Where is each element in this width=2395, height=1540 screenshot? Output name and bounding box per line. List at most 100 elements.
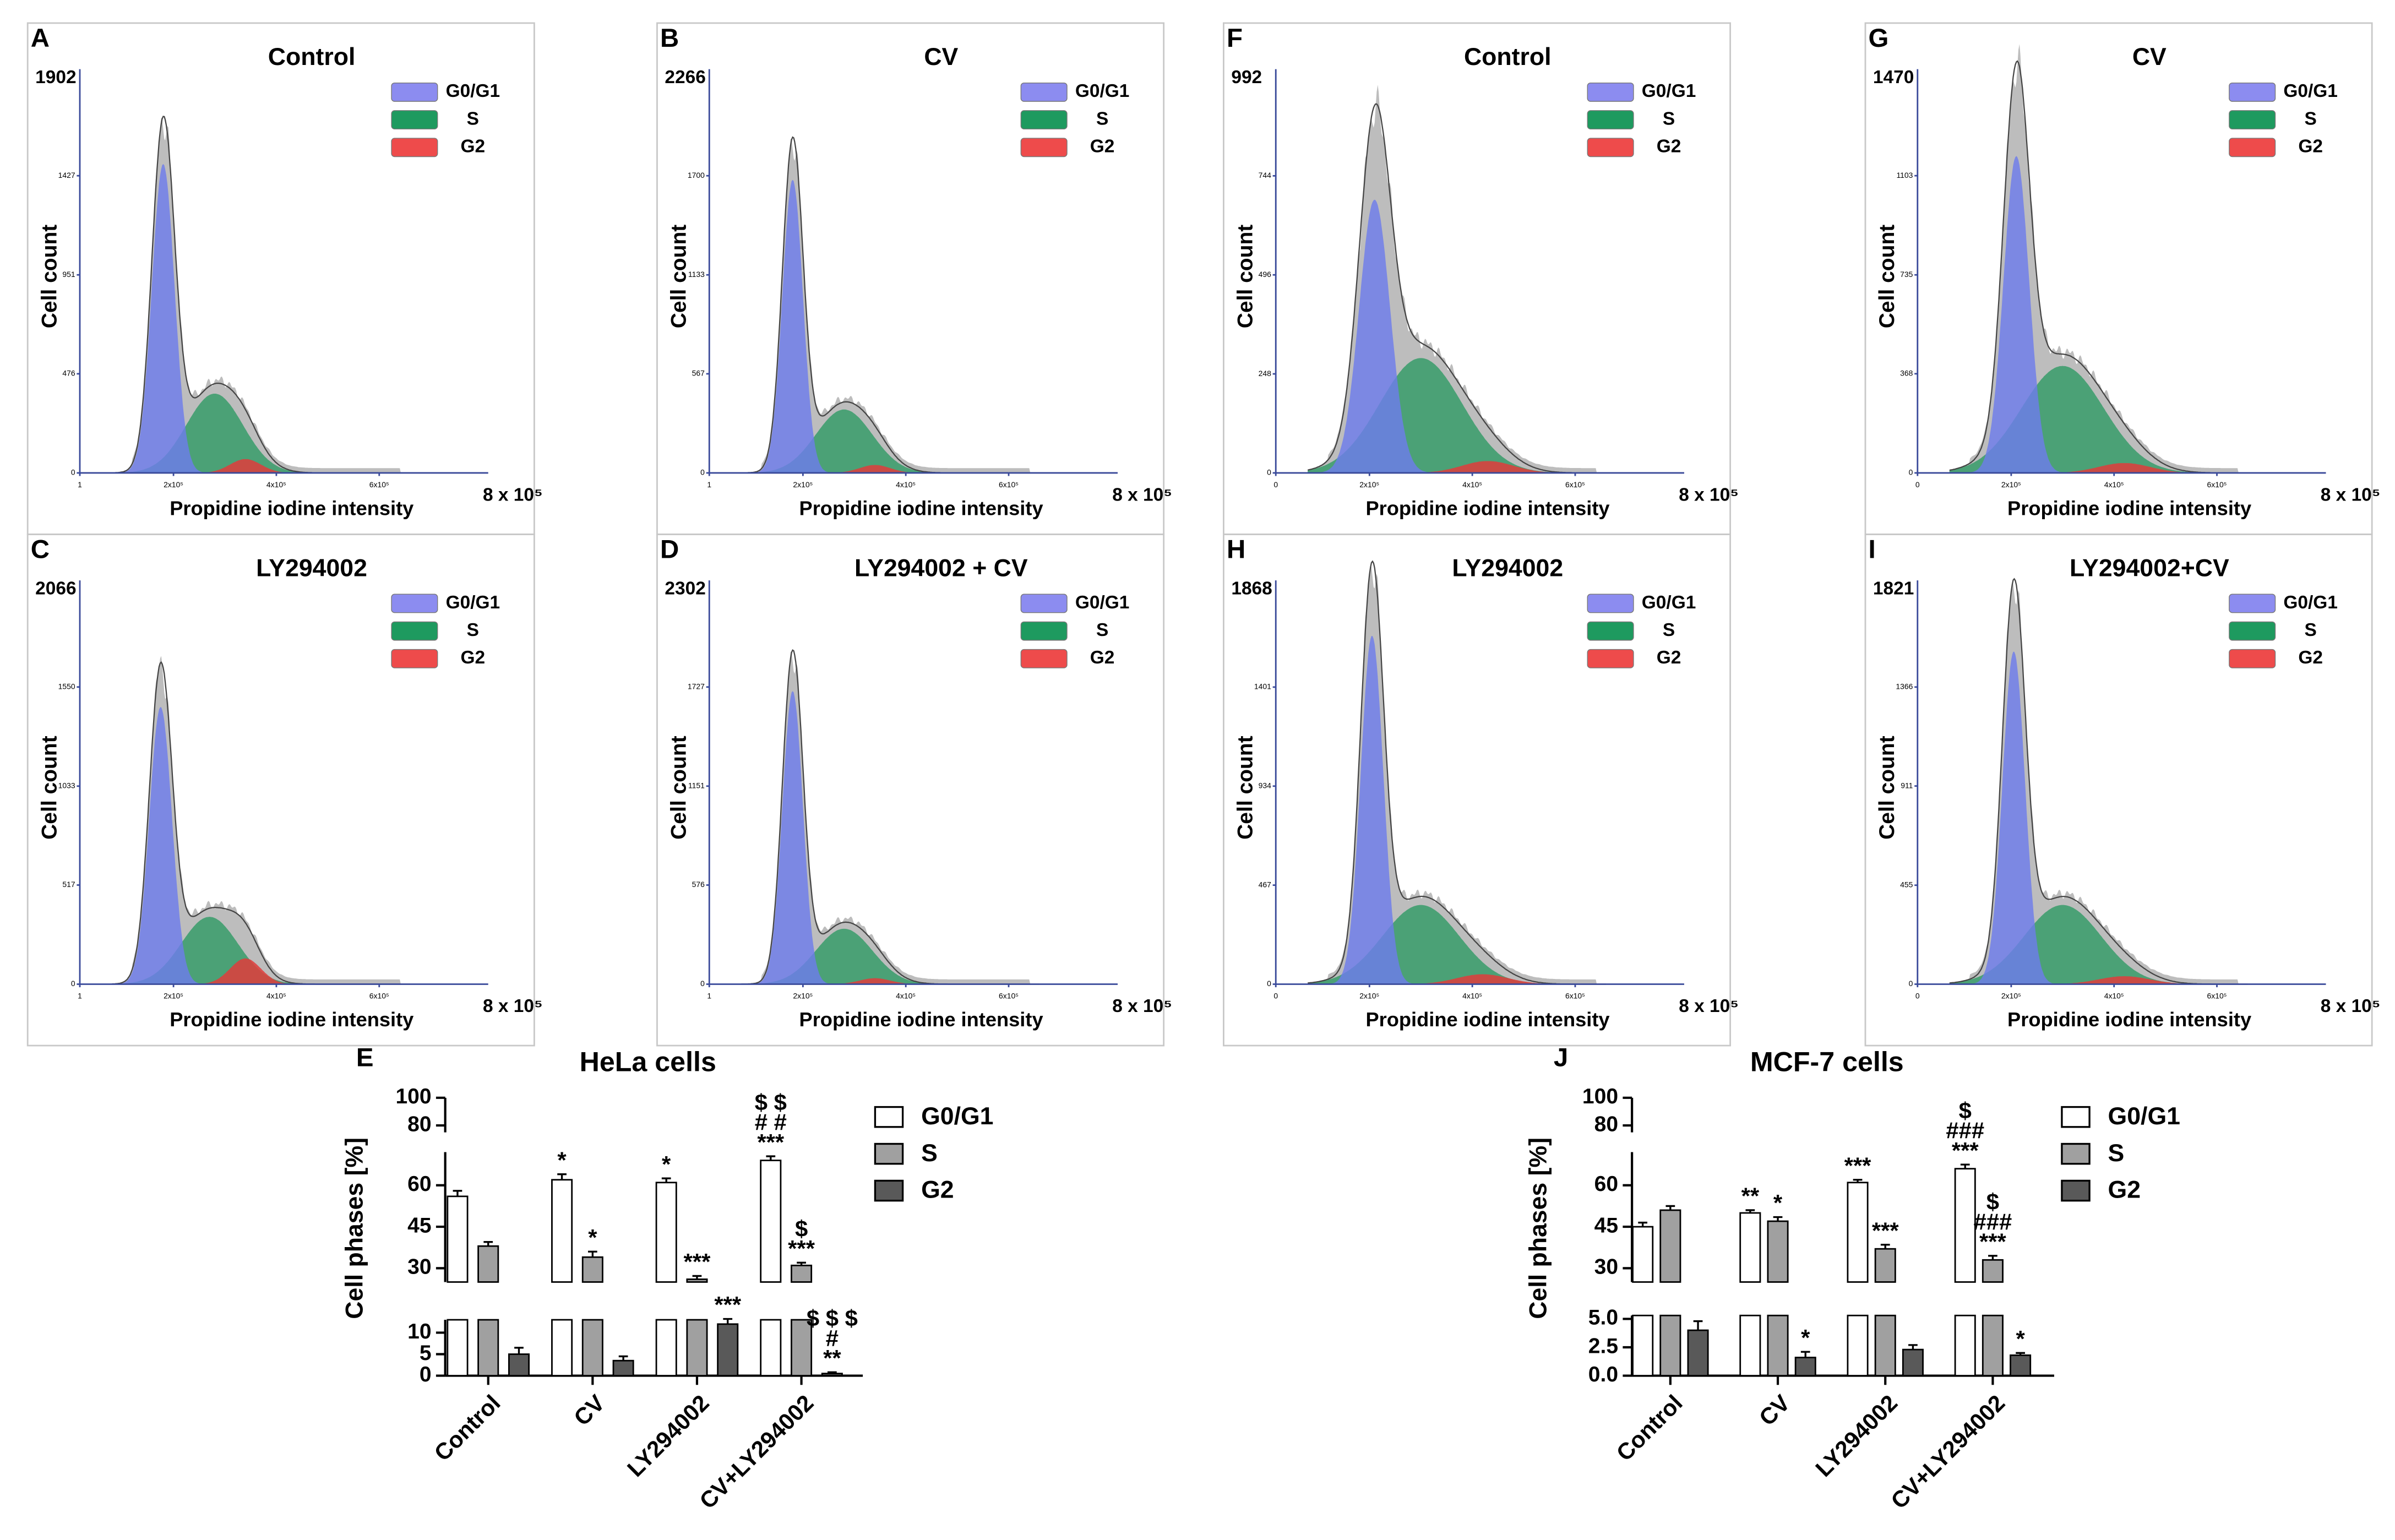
legend-swatch [1587,110,1634,130]
legend-label: G0/G1 [1075,81,1130,101]
panel-letter: I [1869,535,1876,564]
y-tick-label: 80 [1594,1112,1618,1136]
legend-label: G2 [461,137,486,157]
fit-g2 [1949,976,2248,984]
error-bar [514,1347,524,1354]
chart-title: HeLa cells [580,1047,716,1078]
x-end-label: 8 x 10⁵ [1679,485,1739,505]
significance-mark: # # [755,1109,787,1135]
x-tick-label: LY294002 [622,1390,714,1482]
y-tick-label: 0.0 [1588,1363,1618,1386]
y-tick-label: 476 [62,369,75,378]
error-bar [1908,1344,1918,1350]
legend-swatch [391,110,438,130]
bar [1632,1226,1654,1283]
x-axis-title: Propidine iodine intensity [2007,1008,2251,1031]
x-end-label: 8 x 10⁵ [1679,996,1739,1016]
x-tick-label: 6x10⁵ [999,480,1019,489]
y-tick-label: 911 [1901,781,1913,790]
y-max-label: 1902 [35,67,76,88]
y-max-label: 2302 [665,579,705,599]
bar [447,1319,469,1376]
panel-letter: F [1227,24,1243,53]
bar [1767,1314,1789,1376]
x-tick-label: 0 [1915,991,1920,1000]
y-tick-label: 1133 [688,270,705,279]
x-tick-label: 4x10⁵ [896,480,916,489]
y-axis-title: Cell count [667,225,691,329]
x-tick-label: 6x10⁵ [999,991,1019,1000]
y-tick-label: 0 [420,1363,432,1386]
x-tick-label: 4x10⁵ [1462,991,1482,1000]
fit-g1 [112,707,410,984]
bar [1982,1259,2004,1283]
y-tick-label: 30 [1594,1255,1618,1279]
error-bar [661,1177,671,1183]
error-bar [1960,1163,1970,1169]
bar [821,1373,843,1376]
y-tick-label: 1103 [1896,171,1913,179]
legend-label: S [1096,108,1108,129]
y-tick-label: 0 [700,979,705,988]
legend-label: G0/G1 [1642,592,1696,613]
fit-g1 [741,179,1040,473]
error-bar [1638,1221,1648,1227]
y-axis-title: Cell count [37,225,61,329]
legend-swatch [2229,594,2276,613]
legend-label: G0/G1 [2283,81,2338,101]
legend-label: S [1663,620,1675,640]
y-tick-label: 30 [407,1255,431,1279]
panel-title: Control [1464,43,1552,70]
y-axis-title: Cell phases [%] [341,1138,368,1319]
y-tick-label: 576 [692,880,705,889]
bar [760,1319,782,1376]
y-tick-label: 0 [71,979,75,988]
fit-g1 [1949,156,2248,473]
bar [447,1195,469,1283]
y-tick-label: 735 [1900,270,1913,279]
legend-swatch [2229,82,2276,102]
fit-g2 [112,459,410,473]
x-tick-label: 1 [78,991,82,1000]
x-tick-label: 2x10⁵ [164,480,183,489]
bar [1874,1314,1896,1376]
y-tick-label: 5 [420,1341,432,1365]
panel-letter: H [1227,535,1245,564]
legend-label: G0/G1 [446,81,500,101]
y-tick-label: 100 [1582,1085,1618,1108]
legend-swatch [1020,594,1068,613]
bar [1659,1314,1681,1376]
x-tick-label: 4x10⁵ [1462,480,1482,489]
bar [1632,1314,1654,1376]
error-bar [797,1261,806,1266]
panel-letter: C [31,535,50,564]
y-axis-title: Cell count [667,736,691,840]
bar [2010,1354,2032,1376]
y-tick-label: 10 [407,1320,431,1343]
x-tick-label: 4x10⁵ [266,480,286,489]
x-axis-title: Propidine iodine intensity [170,1008,413,1031]
legend-label: G0/G1 [446,592,500,613]
legend-label: S [2304,620,2316,640]
significance-mark: * [557,1147,567,1173]
y-max-label: 2066 [35,579,76,599]
x-tick-label: 4x10⁵ [896,991,916,1000]
panel-title: LY294002+CV [2070,554,2229,581]
bar [551,1179,573,1283]
significance-mark: $ [1986,1189,1999,1215]
legend-swatch [1020,621,1068,641]
y-tick-label: 744 [1259,171,1272,179]
legend-swatch [1587,649,1634,668]
bar [551,1319,573,1376]
panel-title: Control [268,43,356,70]
significance-mark: ** [1741,1183,1760,1209]
legend-label: G0/G1 [921,1103,993,1130]
error-bar [766,1155,776,1161]
bar [1767,1220,1789,1283]
x-tick-label: 6x10⁵ [369,480,389,489]
fit-g1 [1308,199,1607,473]
x-tick-label: CV+LY294002 [1886,1390,2010,1514]
legend-swatch [1020,649,1068,668]
x-tick-label: 6x10⁵ [1565,480,1585,489]
